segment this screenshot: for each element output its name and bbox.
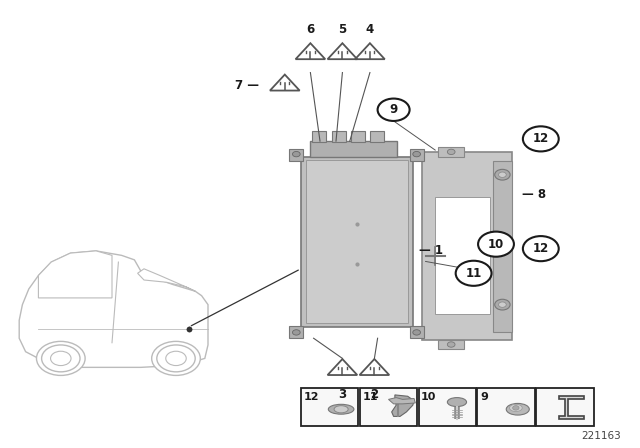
Circle shape xyxy=(157,345,195,372)
Text: 2: 2 xyxy=(371,388,378,401)
Circle shape xyxy=(166,351,186,366)
Text: 12: 12 xyxy=(532,242,549,255)
Ellipse shape xyxy=(334,406,348,413)
FancyBboxPatch shape xyxy=(289,326,303,338)
Circle shape xyxy=(456,261,492,286)
Text: 4: 4 xyxy=(366,23,374,36)
FancyBboxPatch shape xyxy=(410,326,424,338)
Text: 12: 12 xyxy=(303,392,319,402)
FancyBboxPatch shape xyxy=(477,388,535,426)
Ellipse shape xyxy=(506,404,529,415)
FancyBboxPatch shape xyxy=(332,131,346,142)
Text: 10: 10 xyxy=(488,237,504,251)
Text: — 1: — 1 xyxy=(419,244,444,258)
FancyBboxPatch shape xyxy=(438,147,464,157)
Text: 11: 11 xyxy=(362,392,378,402)
Text: 7 —: 7 — xyxy=(236,78,259,92)
FancyBboxPatch shape xyxy=(493,161,512,332)
FancyBboxPatch shape xyxy=(312,131,326,142)
Circle shape xyxy=(523,236,559,261)
Circle shape xyxy=(378,99,410,121)
Circle shape xyxy=(499,172,506,177)
Text: — 8: — 8 xyxy=(522,188,546,202)
Text: 3: 3 xyxy=(339,388,346,401)
Text: 6: 6 xyxy=(307,23,314,36)
FancyBboxPatch shape xyxy=(360,388,417,426)
Text: 9: 9 xyxy=(390,103,397,116)
Circle shape xyxy=(36,341,85,375)
Text: 5: 5 xyxy=(339,23,346,36)
Text: 221163: 221163 xyxy=(581,431,621,441)
FancyBboxPatch shape xyxy=(301,157,413,327)
Polygon shape xyxy=(388,398,415,404)
Circle shape xyxy=(523,126,559,151)
Ellipse shape xyxy=(328,405,354,414)
Polygon shape xyxy=(559,396,584,418)
Circle shape xyxy=(413,330,420,335)
Polygon shape xyxy=(392,395,414,417)
Text: 12: 12 xyxy=(532,132,549,146)
FancyBboxPatch shape xyxy=(536,388,594,426)
Polygon shape xyxy=(38,251,112,298)
FancyBboxPatch shape xyxy=(370,131,384,142)
FancyBboxPatch shape xyxy=(419,388,476,426)
Circle shape xyxy=(292,151,300,157)
Circle shape xyxy=(152,341,200,375)
FancyBboxPatch shape xyxy=(351,131,365,142)
FancyBboxPatch shape xyxy=(301,388,358,426)
FancyBboxPatch shape xyxy=(435,197,490,314)
FancyBboxPatch shape xyxy=(289,149,303,161)
FancyBboxPatch shape xyxy=(422,152,512,340)
Polygon shape xyxy=(138,269,195,291)
Circle shape xyxy=(478,232,514,257)
Polygon shape xyxy=(19,251,208,367)
Circle shape xyxy=(413,151,420,157)
Circle shape xyxy=(513,406,519,410)
Text: 9: 9 xyxy=(480,392,488,402)
Circle shape xyxy=(495,169,510,180)
Circle shape xyxy=(42,345,80,372)
Circle shape xyxy=(292,330,300,335)
FancyBboxPatch shape xyxy=(310,141,397,157)
Text: 11: 11 xyxy=(465,267,482,280)
Ellipse shape xyxy=(509,404,522,411)
Circle shape xyxy=(499,302,506,307)
Ellipse shape xyxy=(447,398,467,407)
Circle shape xyxy=(51,351,71,366)
Circle shape xyxy=(447,342,455,347)
Text: 10: 10 xyxy=(421,392,436,402)
Circle shape xyxy=(495,299,510,310)
FancyBboxPatch shape xyxy=(438,340,464,349)
FancyBboxPatch shape xyxy=(306,160,408,323)
FancyBboxPatch shape xyxy=(410,149,424,161)
Circle shape xyxy=(447,149,455,155)
